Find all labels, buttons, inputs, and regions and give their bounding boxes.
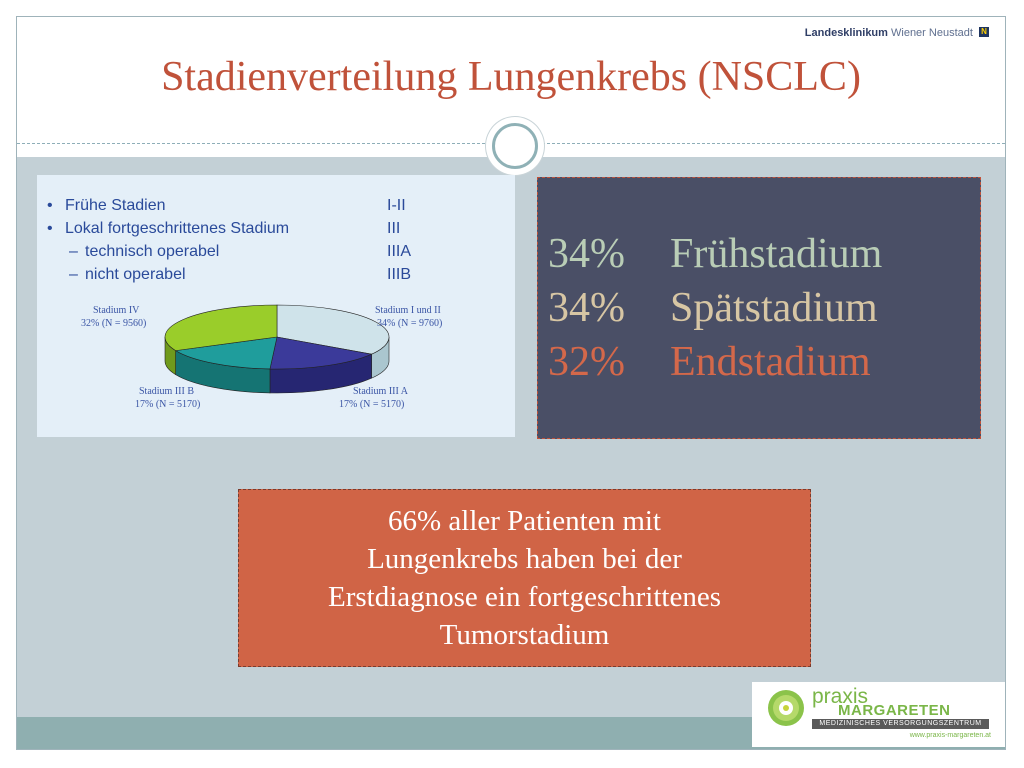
stage-code-3: IIIA xyxy=(387,243,412,260)
summary-line-4: Tumorstadium xyxy=(439,619,610,651)
decorative-circle-icon xyxy=(486,117,544,175)
stage-code-2: III xyxy=(387,220,401,237)
pie-label-name-3: Stadium III B xyxy=(139,386,194,397)
pie-slice-3 xyxy=(174,336,278,370)
summary-line-2: Lungenkrebs haben bei der xyxy=(367,543,682,575)
stage-label-1: Frühe Stadien xyxy=(65,197,166,214)
pie-label-name-4: Stadium IV xyxy=(93,305,140,316)
pie-slice-4 xyxy=(164,304,278,351)
stage-bullet-4: – xyxy=(69,266,78,283)
stage-bullet-3: – xyxy=(69,243,78,260)
pie-label-detail-3: 17% (N = 5170) xyxy=(135,399,201,410)
stat-pct-1: 34% xyxy=(548,231,625,277)
stats-box: 34% Frühstadium 34% Spätstadium 32% Endstad… xyxy=(537,177,981,439)
pie-label-name-2: Stadium III A xyxy=(353,386,408,397)
logo-website: www.praxis-margareten.at xyxy=(909,732,991,739)
pie-label-name-1: Stadium I und II xyxy=(375,305,441,316)
pie-chart xyxy=(164,304,390,394)
praxis-word: praxis xyxy=(812,685,869,708)
stage-code-4: IIIB xyxy=(387,266,412,283)
pie-label-detail-1: 34% (N = 9760) xyxy=(377,318,443,329)
stat-label-1: Frühstadium xyxy=(670,231,883,277)
logo-mark-icon: N xyxy=(979,27,989,37)
stage-label-3: technisch operabel xyxy=(85,243,220,260)
stage-code-1: I-II xyxy=(387,197,406,214)
landesklinikum-logo: Landesklinikum Wiener Neustadt N xyxy=(805,27,989,39)
stage-label-2: Lokal fortgeschrittenes Stadium xyxy=(65,220,290,237)
summary-line-3: Erstdiagnose ein fortgeschrittenes xyxy=(328,581,721,613)
stage-bullet-2: • xyxy=(47,220,53,237)
circle-ring xyxy=(492,123,538,169)
stage-label-4: nicht operabel xyxy=(85,266,186,283)
stage-bullet-1: • xyxy=(47,197,53,214)
stat-pct-2: 34% xyxy=(548,285,625,331)
praxis-margareten-logo: praxis MARGARETEN MEDIZINISCHES VERSORGU… xyxy=(752,682,1005,747)
chart-panel: • Frühe Stadien I-II • Lokal fortgeschri… xyxy=(37,175,515,437)
margareten-word: MARGARETEN xyxy=(838,702,951,719)
stat-row-1: 34% Frühstadium xyxy=(548,230,882,278)
stat-pct-3: 32% xyxy=(548,339,625,385)
slide-title: Stadienverteilung Lungenkrebs (NSCLC) xyxy=(161,54,861,100)
logo-tagline: MEDIZINISCHES VERSORGUNGSZENTRUM xyxy=(812,719,989,729)
stat-row-2: 34% Spätstadium xyxy=(548,284,878,332)
stat-label-3: Endstadium xyxy=(670,339,871,385)
flower-logo-icon xyxy=(768,690,804,726)
summary-box: 66% aller Patienten mit Lungenkrebs habe… xyxy=(238,489,811,667)
pie-label-detail-2: 17% (N = 5170) xyxy=(339,399,405,410)
logo-text-light: Wiener Neustadt xyxy=(891,27,973,39)
stat-label-2: Spätstadium xyxy=(670,285,878,331)
logo-text-bold: Landesklinikum xyxy=(804,27,888,39)
pie-slice-2 xyxy=(269,336,373,370)
summary-line-1: 66% aller Patienten mit xyxy=(387,505,661,537)
stat-row-3: 32% Endstadium xyxy=(548,338,871,386)
pie-label-detail-4: 32% (N = 9560) xyxy=(81,318,147,329)
slide: Landesklinikum Wiener Neustadt N Stadien… xyxy=(16,16,1006,750)
